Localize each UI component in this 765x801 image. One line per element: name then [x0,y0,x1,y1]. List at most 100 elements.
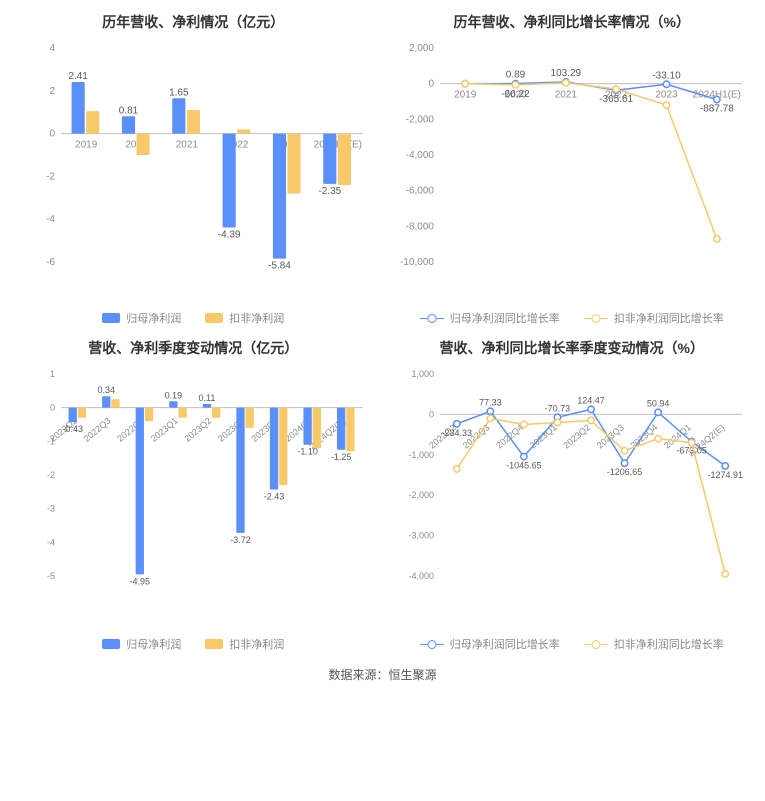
svg-text:77.33: 77.33 [479,397,502,407]
svg-text:0: 0 [428,79,434,90]
svg-text:-2.35: -2.35 [319,186,342,197]
svg-text:0.81: 0.81 [119,105,139,116]
svg-text:-2,000: -2,000 [405,114,434,125]
svg-text:-4.39: -4.39 [218,230,241,241]
svg-text:-8,000: -8,000 [405,221,434,232]
svg-text:0: 0 [50,129,56,140]
svg-text:-4,000: -4,000 [408,571,434,581]
bar-chart-quarterly: -5-4-3-2-1012022Q22022Q32022Q42023Q12023… [13,366,373,626]
svg-text:103.29: 103.29 [550,68,581,79]
svg-text:2023Q3: 2023Q3 [595,422,626,450]
legend-item: 归母净利润 [102,636,181,652]
legend-item: 归母净利润同比增长率 [420,636,560,652]
swatch-icon [205,639,223,649]
bar-chart-annual: -6-4-2024201920202021202220232024H1(E)2.… [13,40,373,300]
svg-text:-3.72: -3.72 [230,535,251,545]
svg-text:-2: -2 [46,171,55,182]
svg-text:2023Q2: 2023Q2 [183,416,214,444]
panel-title: 历年营收、净利同比增长率情况（%） [454,12,690,32]
swatch-icon [102,313,120,323]
svg-text:-6,000: -6,000 [405,186,434,197]
legend-label: 扣非净利润同比增长率 [614,310,724,326]
svg-text:-33.10: -33.10 [652,70,681,81]
legend-bar: 归母净利润 扣非净利润 [102,310,284,326]
svg-text:-1206.65: -1206.65 [607,467,643,477]
svg-text:0.11: 0.11 [199,393,216,403]
svg-text:-6: -6 [46,257,55,268]
legend-line: 归母净利润同比增长率 扣非净利润同比增长率 [420,310,724,326]
svg-text:1,000: 1,000 [411,369,434,379]
svg-text:-1,000: -1,000 [408,450,434,460]
svg-text:50.94: 50.94 [647,398,670,408]
svg-text:-5: -5 [47,571,55,581]
svg-text:2023Q2: 2023Q2 [561,422,592,450]
legend-bar: 归母净利润 扣非净利润 [102,636,284,652]
swatch-icon [205,313,223,323]
svg-text:0.89: 0.89 [506,70,526,81]
swatch-icon [584,644,608,645]
svg-text:2023Q1: 2023Q1 [149,416,180,444]
swatch-icon [420,644,444,645]
legend-label: 扣非净利润 [229,310,284,326]
swatch-icon [584,318,608,319]
svg-text:2023: 2023 [655,90,678,101]
svg-text:0.19: 0.19 [165,390,183,400]
svg-text:-1274.91: -1274.91 [707,470,743,480]
legend-label: 归母净利润同比增长率 [450,310,560,326]
svg-text:-1.10: -1.10 [298,447,319,457]
legend-item: 扣非净利润同比增长率 [584,636,724,652]
svg-text:-10,000: -10,000 [400,257,434,268]
legend-label: 归母净利润同比增长率 [450,636,560,652]
svg-text:2022Q3: 2022Q3 [82,416,113,444]
svg-text:0.34: 0.34 [98,385,116,395]
svg-text:2,000: 2,000 [409,43,434,54]
svg-text:-3: -3 [47,504,55,514]
svg-text:2023Q4: 2023Q4 [628,422,659,450]
legend-line: 归母净利润同比增长率 扣非净利润同比增长率 [420,636,724,652]
panel-title: 营收、净利季度变动情况（亿元） [88,338,298,358]
svg-text:4: 4 [50,43,56,54]
svg-text:-4: -4 [47,537,55,547]
line-chart-quarterly: -4,000-3,000-2,000-1,00001,0002022Q22022… [392,366,752,626]
svg-text:2021: 2021 [176,140,199,151]
panel-title: 营收、净利同比增长率季度变动情况（%） [440,338,704,358]
svg-text:-2,000: -2,000 [408,490,434,500]
legend-item: 扣非净利润 [205,636,284,652]
svg-text:0: 0 [429,409,434,419]
legend-item: 扣非净利润同比增长率 [584,310,724,326]
svg-text:-4.95: -4.95 [130,576,151,586]
legend-item: 归母净利润同比增长率 [420,310,560,326]
svg-text:-1.25: -1.25 [331,452,352,462]
swatch-icon [102,639,120,649]
svg-text:-1045.65: -1045.65 [506,461,542,471]
chart-grid: 历年营收、净利情况（亿元） -6-4-202420192020202120222… [8,8,757,652]
legend-label: 归母净利润 [126,310,181,326]
svg-text:-365.61: -365.61 [599,94,633,105]
data-source-footer: 数据来源：恒生聚源 [8,666,757,683]
panel-quarterly-profit: 营收、净利季度变动情况（亿元） -5-4-3-2-1012022Q22022Q3… [8,334,379,652]
svg-text:-66.22: -66.22 [501,89,530,100]
legend-label: 扣非净利润 [229,636,284,652]
svg-text:-3,000: -3,000 [408,531,434,541]
svg-text:2.41: 2.41 [69,71,89,82]
svg-text:124.47: 124.47 [577,395,605,405]
svg-text:2021: 2021 [554,90,577,101]
svg-text:0: 0 [50,403,55,413]
svg-text:-4,000: -4,000 [405,150,434,161]
svg-text:-673.05: -673.05 [676,446,707,456]
panel-quarterly-growth: 营收、净利同比增长率季度变动情况（%） -4,000 -3,000 -2,000 -1… [387,334,758,652]
svg-text:-2.43: -2.43 [264,491,285,501]
panel-title: 历年营收、净利情况（亿元） [102,12,284,32]
svg-text:-234.33: -234.33 [441,428,472,438]
svg-text:-887.78: -887.78 [700,103,734,114]
line-chart-annual: -10,000-8,000-6,000-4,000-2,00002,000201… [392,40,752,300]
svg-text:2019: 2019 [75,140,98,151]
panel-annual-growth: 历年营收、净利同比增长率情况（%） -10,000 -8,000 -6,000 -4,… [387,8,758,326]
svg-text:1: 1 [50,369,55,379]
svg-text:1.65: 1.65 [169,87,189,98]
svg-text:-0.43: -0.43 [63,424,84,434]
legend-item: 归母净利润 [102,310,181,326]
svg-text:-70.73: -70.73 [544,403,570,413]
legend-label: 归母净利润 [126,636,181,652]
panel-annual-profit: 历年营收、净利情况（亿元） -6-4-202420192020202120222… [8,8,379,326]
